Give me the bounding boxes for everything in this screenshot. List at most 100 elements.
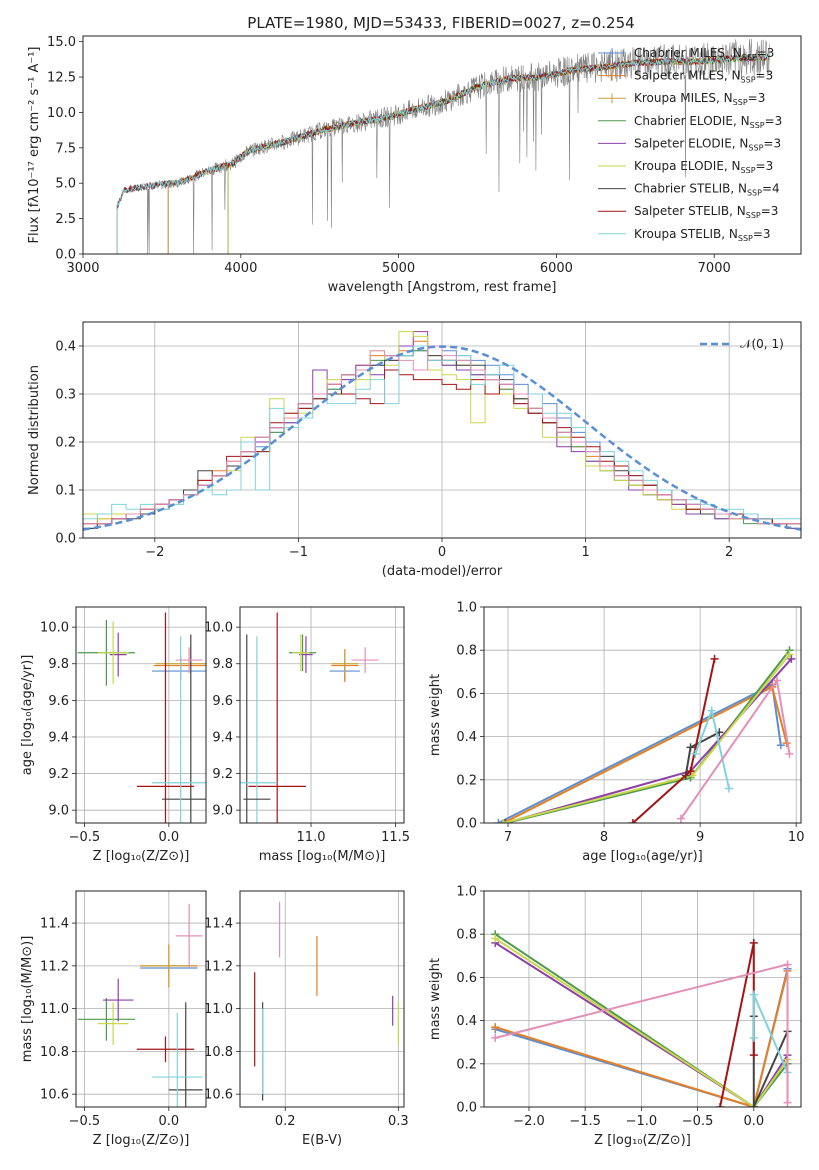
legend-tail: =3 <box>756 69 774 83</box>
point-marker <box>691 749 700 758</box>
point-marker <box>785 650 794 659</box>
observed-spectrum <box>116 38 770 254</box>
x-axis-label: E(B-V) <box>302 1133 342 1148</box>
x-tick-label: −0.5 <box>682 1114 714 1129</box>
legend-subscript: SSP <box>741 166 756 175</box>
y-tick-label: 0.0 <box>55 532 76 547</box>
legend-label: Chabrier MILES, NSSP=3 <box>634 46 774 62</box>
series-line <box>494 937 789 1107</box>
y-tick-label: 7.5 <box>55 141 76 156</box>
legend-tail: =4 <box>762 182 780 196</box>
data-point <box>103 978 134 1022</box>
model-line <box>116 53 770 254</box>
x-axis-label: mass [log₁₀(M/M⊙)] <box>259 849 386 864</box>
y-tick-label: 9.2 <box>48 767 69 782</box>
x-tick-label: 1 <box>581 545 589 560</box>
histogram-group <box>83 331 801 531</box>
point-marker <box>686 743 695 752</box>
y-axis-label: age [log₁₀(age/yr)] <box>20 655 35 776</box>
y-tick-label: 11.2 <box>40 959 69 974</box>
y-tick-label: 0.4 <box>456 730 477 745</box>
y-axis-label: Normed distribution <box>27 365 42 495</box>
legend-tail: =3 <box>761 204 779 218</box>
x-tick-label: 2 <box>725 545 733 560</box>
legend-subscript: SSP <box>750 121 765 130</box>
y-tick-label: 9.2 <box>212 767 233 782</box>
legend-tail: =3 <box>765 114 783 128</box>
y-tick-label: 5.0 <box>55 177 76 192</box>
x-tick-label: 11.5 <box>381 830 410 845</box>
legend-tail: =3 <box>753 227 771 241</box>
point-marker <box>688 771 697 780</box>
age_vs_z-frame <box>75 606 207 824</box>
x-tick-label: 10 <box>788 830 805 845</box>
point-marker <box>499 819 508 823</box>
point-marker <box>716 1103 725 1107</box>
data-point <box>175 903 203 968</box>
model-line <box>116 53 770 254</box>
mass_vs_z-points <box>77 903 203 1107</box>
massweight_vs_age-frame <box>483 606 802 824</box>
massweight_vs_z-series <box>491 930 792 1107</box>
x-tick-label: 8 <box>600 830 608 845</box>
point-marker <box>724 784 733 793</box>
x-axis-label: Z [log₁₀(Z/Z⊙)] <box>93 849 190 864</box>
y-tick-label: 0.3 <box>55 388 76 403</box>
y-tick-label: 11.2 <box>204 959 233 974</box>
y-tick-label: 9.0 <box>212 804 233 819</box>
x-tick-label: −1.0 <box>626 1114 658 1129</box>
legend-tail: =3 <box>757 46 775 60</box>
x-tick-label: 4000 <box>224 261 257 276</box>
y-tick-label: 0.4 <box>55 340 76 355</box>
point-marker <box>783 1098 792 1107</box>
x-axis-label: Z [log₁₀(Z/Z⊙)] <box>594 1133 691 1148</box>
y-tick-label: 9.6 <box>48 694 69 709</box>
point-marker <box>491 934 500 943</box>
data-point <box>168 1002 203 1107</box>
y-axis-label: mass [log₁₀(M/M⊙)] <box>20 936 35 1063</box>
legend-tail: =3 <box>756 159 774 173</box>
point-marker <box>707 706 716 715</box>
y-tick-label: 0.0 <box>55 248 76 263</box>
x-tick-label: 7 <box>504 830 512 845</box>
series-line <box>494 933 789 1107</box>
x-tick-label: 0 <box>438 545 446 560</box>
x-tick-label: 3000 <box>66 261 99 276</box>
x-tick-label: −0.5 <box>69 830 101 845</box>
legend-subscript: SSP <box>742 53 757 62</box>
data-point <box>97 1002 129 1045</box>
y-axis-label: mass weight <box>428 958 443 1040</box>
age_vs_mass-points <box>240 612 379 823</box>
series <box>691 706 733 793</box>
point-marker <box>787 654 796 663</box>
legend-tail: =3 <box>763 136 781 150</box>
y-axis-label: mass weight <box>428 674 443 756</box>
y-tick-label: 0.2 <box>456 773 477 788</box>
massweight_vs_age-series <box>494 646 796 823</box>
spectrum-legend: Chabrier MILES, NSSP=3 Salpeter MILES, NS… <box>598 46 782 243</box>
x-tick-label: 0.2 <box>275 1114 296 1129</box>
point-marker <box>491 1033 500 1042</box>
y-tick-label: 1.0 <box>456 885 477 900</box>
x-tick-label: 6000 <box>540 261 573 276</box>
x-tick-label: 11.0 <box>297 830 326 845</box>
data-point <box>175 647 203 673</box>
point-marker <box>502 819 511 823</box>
x-axis-label: (data-model)/error <box>382 564 503 579</box>
data-point <box>331 652 359 675</box>
point-marker <box>749 938 758 947</box>
residual-legend: 𝒩(0, 1) <box>700 337 784 351</box>
y-tick-label: 9.4 <box>48 730 69 745</box>
y-tick-label: 10.0 <box>204 621 233 636</box>
point-marker <box>749 1033 758 1042</box>
legend-subscript: SSP <box>748 143 763 152</box>
legend-subscript: SSP <box>738 234 753 243</box>
chart-title: PLATE=1980, MJD=53433, FIBERID=0027, z=0… <box>247 14 634 32</box>
data-point <box>248 612 306 823</box>
legend-subscript: SSP <box>746 211 761 220</box>
y-tick-label: 10.8 <box>204 1045 233 1060</box>
data-point <box>151 1012 203 1107</box>
legend-label: Kroupa MILES, NSSP=3 <box>634 91 765 107</box>
x-axis-label: age [log₁₀(age/yr)] <box>582 849 703 864</box>
mass_vs_ebv-axes: 0.2 0.3 10.6 10.8 11.0 11.2 11.4 E(B-V) <box>204 891 409 1148</box>
